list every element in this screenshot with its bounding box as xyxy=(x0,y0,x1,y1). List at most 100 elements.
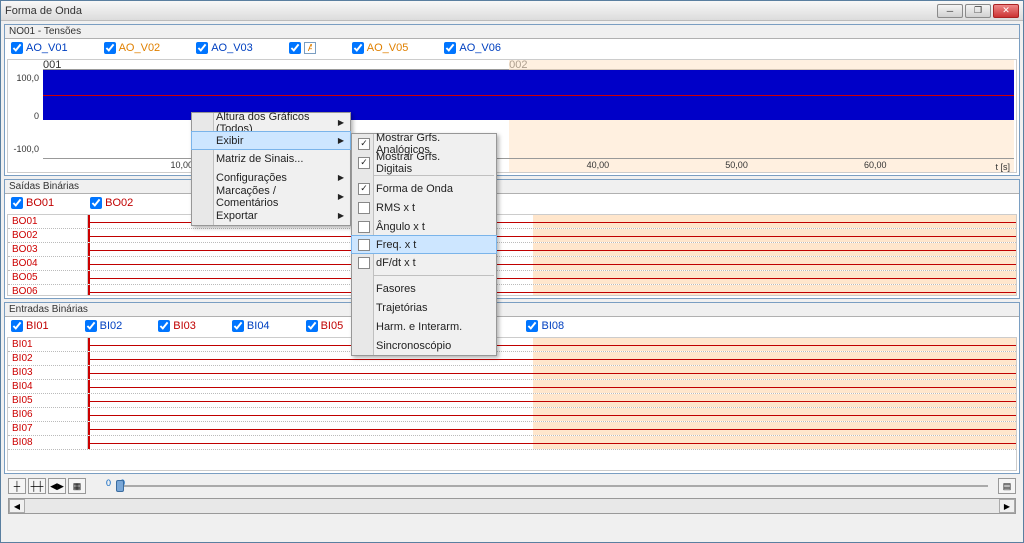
menu-item[interactable]: Freq. x t xyxy=(351,235,497,254)
channel-checkbox[interactable] xyxy=(352,42,364,54)
horizontal-scrollbar[interactable]: ◀ ▶ xyxy=(8,498,1016,514)
menu-item[interactable]: Sincronoscópio xyxy=(352,336,496,355)
menu-item[interactable]: Marcações / Comentários▶ xyxy=(192,187,350,206)
slider-track xyxy=(116,485,988,487)
row-track xyxy=(88,352,1016,365)
menu-checkbox-icon: ✓ xyxy=(358,183,370,195)
channel-checkbox[interactable] xyxy=(196,42,208,54)
context-menu-sub[interactable]: ✓Mostrar Grfs. Analógicos✓Mostrar Grfs. … xyxy=(351,133,497,356)
toolbar-btn-right[interactable]: ▤ xyxy=(998,478,1016,494)
row-label: BO04 xyxy=(8,257,88,270)
channel-check[interactable]: AO_V01 xyxy=(11,42,68,54)
row-label: BI03 xyxy=(8,366,88,379)
slider-thumb[interactable] xyxy=(116,480,124,492)
digital-row: BO04 xyxy=(8,257,1016,271)
channel-check[interactable]: BI01 xyxy=(11,320,49,332)
toolbar-btn[interactable]: ◀▶ xyxy=(48,478,66,494)
channel-checkbox[interactable] xyxy=(158,320,170,332)
row-track xyxy=(88,338,1016,351)
menu-label: Freq. x t xyxy=(376,239,416,251)
maximize-button[interactable]: ❐ xyxy=(965,4,991,18)
row-marker xyxy=(88,422,90,435)
minimize-button[interactable]: ─ xyxy=(937,4,963,18)
menu-item[interactable]: Fasores xyxy=(352,279,496,298)
channel-check[interactable]: AO_V06 xyxy=(444,42,501,54)
zero-line xyxy=(43,95,1014,96)
submenu-arrow-icon: ▶ xyxy=(338,118,344,127)
row-track xyxy=(88,380,1016,393)
waveform-chart[interactable]: 001 002 100,0 0 -100,0 t [s] 10,0020,003… xyxy=(7,59,1017,173)
row-line xyxy=(88,250,1016,251)
toolbar-btn[interactable]: ┼┼ xyxy=(28,478,46,494)
channel-check[interactable]: BI03 xyxy=(158,320,196,332)
channel-check[interactable]: BO01 xyxy=(11,197,54,209)
ytick: 100,0 xyxy=(16,73,39,83)
channel-checkbox[interactable] xyxy=(232,320,244,332)
time-slider[interactable]: 0 0 xyxy=(96,478,988,494)
row-marker xyxy=(88,215,90,228)
bottom-toolbar: ┼ ┼┼ ◀▶ ▦ 0 0 ▤ xyxy=(4,477,1020,495)
row-label: BI08 xyxy=(8,436,88,449)
channel-checkbox[interactable] xyxy=(306,320,318,332)
app-window: Forma de Onda ─ ❐ ✕ NO01 - Tensões AO_V0… xyxy=(0,0,1024,543)
channel-check[interactable]: AO_V03 xyxy=(196,42,253,54)
scroll-left-arrow[interactable]: ◀ xyxy=(9,499,25,513)
channel-input[interactable] xyxy=(304,42,316,54)
entradas-channel-row: BI01BI02BI03BI04BI05BI06BI07BI08 xyxy=(5,317,1019,335)
menu-item[interactable]: Exibir▶ xyxy=(191,131,351,150)
channel-check[interactable]: BO02 xyxy=(90,197,133,209)
menu-item[interactable]: ✓Mostrar Grfs. Digitais xyxy=(352,153,496,172)
menu-item[interactable]: RMS x t xyxy=(352,198,496,217)
channel-checkbox[interactable] xyxy=(526,320,538,332)
channel-checkbox[interactable] xyxy=(289,42,301,54)
menu-item[interactable]: ✓Forma de Onda xyxy=(352,179,496,198)
channel-check[interactable]: BI02 xyxy=(85,320,123,332)
digital-row: BI05 xyxy=(8,394,1016,408)
channel-label: AO_V03 xyxy=(211,42,253,54)
channel-checkbox[interactable] xyxy=(85,320,97,332)
channel-check[interactable]: AO_V02 xyxy=(104,42,161,54)
menu-label: Fasores xyxy=(376,283,416,295)
channel-check[interactable]: BI08 xyxy=(526,320,564,332)
close-button[interactable]: ✕ xyxy=(993,4,1019,18)
digital-row: BO03 xyxy=(8,243,1016,257)
row-line xyxy=(88,264,1016,265)
row-marker xyxy=(88,408,90,421)
menu-item[interactable]: Ângulo x t xyxy=(352,217,496,236)
channel-checkbox[interactable] xyxy=(90,197,102,209)
toolbar-btn[interactable]: ┼ xyxy=(8,478,26,494)
channel-checkbox[interactable] xyxy=(104,42,116,54)
tensoes-panel: NO01 - Tensões AO_V01 AO_V02 AO_V03 AO_V05 A… xyxy=(4,24,1020,176)
channel-check[interactable]: AO_V05 xyxy=(352,42,409,54)
saidas-tracks[interactable]: BO01BO02BO03BO04BO05BO06 xyxy=(7,214,1017,296)
channel-check[interactable]: BI05 xyxy=(306,320,344,332)
tensoes-header: NO01 - Tensões xyxy=(5,25,1019,39)
menu-checkbox-icon xyxy=(358,239,370,251)
ytick: -100,0 xyxy=(13,144,39,154)
scroll-right-arrow[interactable]: ▶ xyxy=(999,499,1015,513)
menu-item[interactable]: Trajetórias xyxy=(352,298,496,317)
channel-checkbox[interactable] xyxy=(11,42,23,54)
menu-item[interactable]: dF/dt x t xyxy=(352,253,496,272)
menu-item[interactable]: Exportar▶ xyxy=(192,206,350,225)
menu-checkbox-icon xyxy=(358,257,370,269)
channel-checkbox[interactable] xyxy=(444,42,456,54)
channel-check[interactable]: BI04 xyxy=(232,320,270,332)
title-bar[interactable]: Forma de Onda ─ ❐ ✕ xyxy=(1,1,1023,21)
row-line xyxy=(88,373,1016,374)
toolbar-btn[interactable]: ▦ xyxy=(68,478,86,494)
channel-label: BI04 xyxy=(247,320,270,332)
channel-check[interactable] xyxy=(289,42,316,54)
entradas-tracks[interactable]: BI01BI02BI03BI04BI05BI06BI07BI08 xyxy=(7,337,1017,471)
channel-checkbox[interactable] xyxy=(11,197,23,209)
window-buttons: ─ ❐ ✕ xyxy=(937,4,1019,18)
saidas-channel-row: BO01 BO02 xyxy=(5,194,1019,212)
menu-item[interactable]: Matriz de Sinais... xyxy=(192,149,350,168)
menu-item[interactable]: Altura dos Gráficos (Todos)▶ xyxy=(192,113,350,132)
context-menu-main[interactable]: Altura dos Gráficos (Todos)▶Exibir▶Matri… xyxy=(191,112,351,226)
menu-item[interactable]: Harm. e Interarm. xyxy=(352,317,496,336)
row-track xyxy=(88,394,1016,407)
channel-label: AO_V01 xyxy=(26,42,68,54)
row-line xyxy=(88,359,1016,360)
channel-checkbox[interactable] xyxy=(11,320,23,332)
